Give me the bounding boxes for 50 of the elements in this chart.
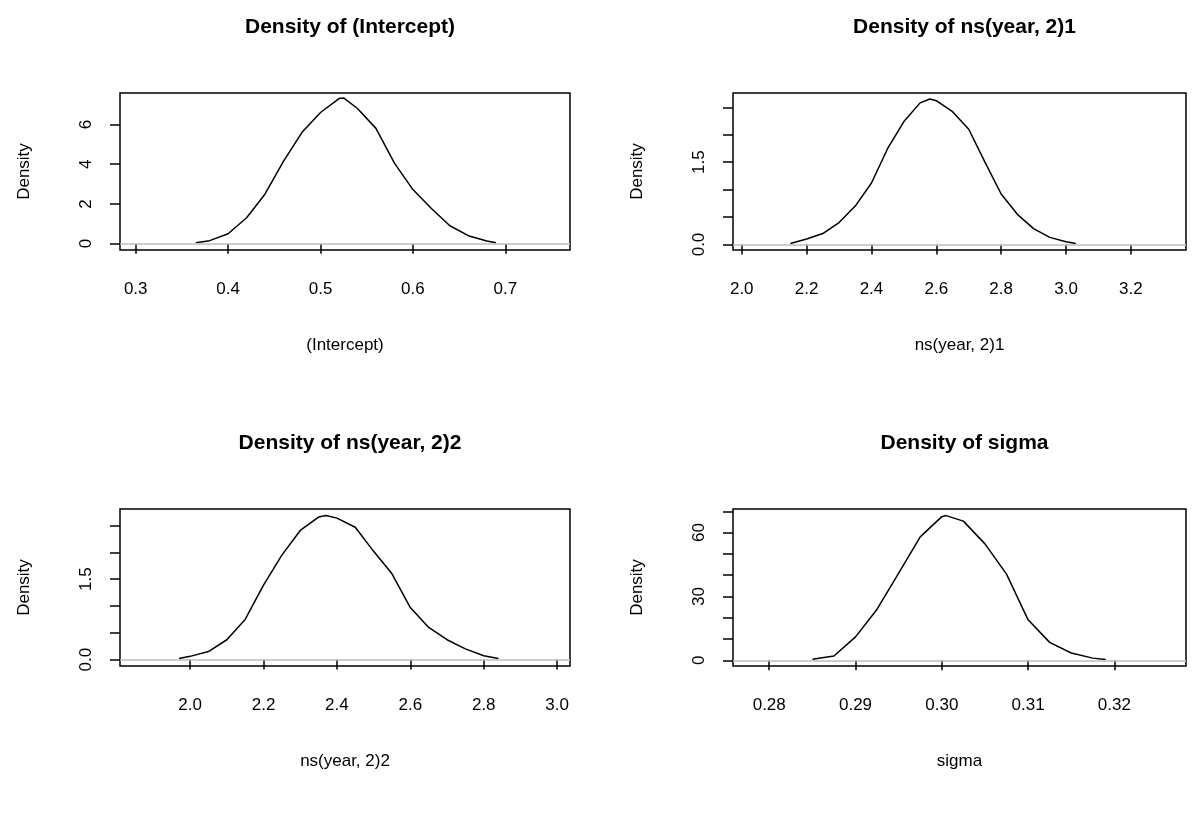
y-axis-title: Density — [14, 142, 33, 200]
x-axis-title: ns(year, 2)2 — [300, 750, 390, 770]
x-tick-label: 2.6 — [398, 694, 423, 714]
x-tick-label: 0.32 — [1097, 694, 1131, 714]
x-tick-label: 0.29 — [838, 694, 873, 714]
x-tick-label: 2.0 — [178, 694, 202, 714]
y-tick-label: 6 — [76, 119, 95, 130]
line-series — [811, 514, 1107, 660]
y-tick-label: 30 — [689, 586, 708, 606]
line-series — [178, 514, 500, 659]
x-axis-title: ns(year, 2)1 — [914, 335, 1005, 354]
y-tick-label: 0 — [76, 238, 95, 249]
line-series — [195, 97, 497, 244]
x-tick-label: 2.4 — [325, 694, 349, 714]
x-tick-label: 0.3 — [123, 279, 148, 298]
y-axis-title: Density — [627, 142, 646, 200]
x-tick-label: 2.0 — [729, 279, 754, 298]
line-series — [789, 98, 1077, 245]
x-tick-label: 0.5 — [308, 279, 333, 298]
y-tick-label: 0.0 — [76, 647, 95, 671]
y-axis-title: Density — [14, 558, 33, 616]
x-tick-label: 0.4 — [216, 279, 240, 298]
chart-title: Density of sigma — [880, 429, 1049, 453]
x-tick-label: 3.0 — [1054, 279, 1078, 298]
y-tick-label: 0.0 — [689, 232, 708, 257]
y-tick-label: 60 — [689, 522, 708, 542]
chart-title: Density of ns(year, 2)1 — [853, 14, 1077, 37]
x-tick-label: 2.2 — [251, 694, 276, 714]
y-tick-label: 0 — [689, 655, 708, 665]
x-tick-label: 3.2 — [1119, 279, 1143, 298]
x-tick-label: 2.6 — [924, 279, 949, 298]
x-tick-label: 2.8 — [989, 279, 1013, 298]
x-tick-label: 2.2 — [794, 279, 819, 298]
chart-title: Density of (Intercept) — [244, 14, 456, 37]
x-tick-label: 0.28 — [752, 694, 786, 714]
y-tick-label: 4 — [76, 159, 95, 169]
x-axis-title: sigma — [936, 750, 983, 770]
x-tick-label: 0.7 — [493, 279, 518, 298]
x-tick-label: 0.31 — [1011, 694, 1045, 714]
x-tick-label: 3.0 — [545, 694, 569, 714]
y-tick-label: 2 — [76, 199, 95, 209]
y-tick-label: 1.5 — [689, 150, 708, 174]
y-axis-title: Density — [627, 558, 646, 616]
x-tick-label: 0.30 — [925, 694, 959, 714]
chart-title: Density of ns(year, 2)2 — [238, 429, 462, 453]
x-axis-title: (Intercept) — [306, 335, 384, 354]
x-tick-label: 2.4 — [859, 279, 884, 298]
y-tick-label: 1.5 — [76, 566, 95, 591]
x-tick-label: 2.8 — [471, 694, 496, 714]
x-tick-label: 0.6 — [401, 279, 425, 298]
